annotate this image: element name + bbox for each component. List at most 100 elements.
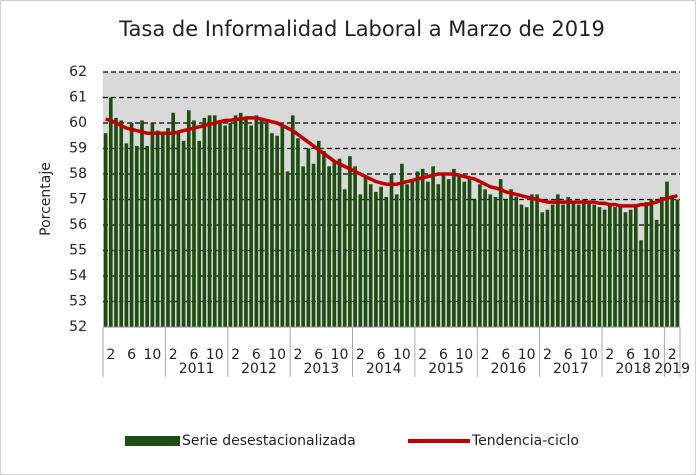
- x-tick-label: 6: [127, 347, 136, 363]
- bar: [368, 184, 373, 327]
- bar: [290, 115, 295, 327]
- bar: [223, 125, 227, 327]
- bar: [394, 194, 399, 327]
- bar: [249, 125, 253, 327]
- y-tick-label: 60: [69, 115, 87, 131]
- bar: [462, 181, 467, 327]
- x-tick-label: 2: [169, 347, 178, 363]
- bar: [478, 184, 482, 327]
- group-label: 2019: [654, 361, 690, 377]
- bar: [524, 207, 529, 327]
- x-tick-label: 10: [393, 347, 411, 363]
- bar: [134, 145, 139, 327]
- x-tick-label: 10: [455, 347, 473, 363]
- bar: [374, 191, 378, 327]
- x-tick-label: 2: [668, 347, 677, 363]
- bar: [181, 140, 186, 327]
- x-tick-label: 10: [331, 347, 349, 363]
- bar: [254, 115, 259, 327]
- x-tick-label: 2: [231, 347, 240, 363]
- bar: [457, 174, 461, 327]
- y-tick-label: 53: [69, 294, 87, 310]
- bar: [675, 199, 680, 327]
- x-tick-label: 6: [501, 347, 510, 363]
- y-axis-label: Porcentaje: [38, 162, 54, 236]
- bar: [582, 199, 586, 327]
- bar: [311, 163, 316, 327]
- bar: [327, 166, 331, 327]
- legend-label: Tendencia-ciclo: [471, 433, 579, 449]
- bar: [670, 196, 675, 327]
- x-tick-label: 6: [314, 347, 323, 363]
- bar: [400, 163, 404, 327]
- bar: [363, 176, 368, 327]
- y-tick-label: 52: [69, 319, 87, 335]
- bar: [337, 158, 342, 327]
- bar: [342, 189, 347, 327]
- bar: [426, 181, 430, 327]
- bar: [519, 204, 524, 327]
- group-label: 2011: [179, 361, 215, 377]
- bar: [467, 176, 472, 327]
- group-label: 2017: [553, 361, 589, 377]
- bar: [639, 240, 643, 327]
- bar: [389, 174, 394, 327]
- bar: [509, 189, 513, 327]
- group-label: 2016: [491, 361, 527, 377]
- bar: [618, 207, 623, 327]
- x-tick-label: 10: [206, 347, 224, 363]
- bar: [119, 120, 124, 327]
- bar: [296, 138, 300, 327]
- bar: [498, 179, 503, 327]
- chart-title: Tasa de Informalidad Laboral a Marzo de …: [118, 17, 605, 41]
- bar: [166, 128, 170, 327]
- bar: [644, 202, 649, 327]
- x-tick-label: 10: [143, 347, 161, 363]
- bar: [436, 184, 441, 327]
- bar: [275, 135, 279, 327]
- x-tick-label: 10: [642, 347, 660, 363]
- bar: [160, 133, 165, 327]
- bar: [415, 171, 420, 327]
- y-tick-label: 54: [69, 268, 87, 284]
- bar: [332, 161, 337, 327]
- bar: [592, 204, 597, 327]
- bar: [155, 130, 160, 327]
- bar: [665, 181, 669, 327]
- bar: [571, 202, 576, 327]
- bar: [613, 207, 617, 327]
- bar: [452, 168, 456, 327]
- bar: [540, 212, 545, 327]
- legend-swatch: [125, 436, 180, 446]
- bar: [576, 204, 581, 327]
- x-tick-label: 6: [190, 347, 199, 363]
- bar: [608, 204, 612, 327]
- bar: [587, 202, 591, 327]
- bar: [244, 117, 248, 328]
- bar: [441, 174, 446, 327]
- bar: [597, 207, 602, 327]
- bar: [233, 115, 238, 327]
- bar: [322, 151, 326, 327]
- bar: [103, 133, 108, 327]
- bar: [405, 184, 409, 327]
- bar: [420, 168, 425, 327]
- bar: [259, 117, 264, 328]
- bar: [410, 179, 415, 327]
- bar: [129, 123, 134, 327]
- bar: [379, 186, 383, 327]
- bar: [114, 117, 118, 328]
- bar: [628, 209, 633, 327]
- bar: [488, 194, 493, 327]
- legend-label: Serie desestacionalizada: [182, 433, 356, 449]
- bar: [124, 143, 129, 327]
- bar: [561, 204, 565, 327]
- bar: [171, 112, 175, 327]
- bar: [207, 115, 212, 327]
- bar: [530, 194, 534, 327]
- y-tick-label: 61: [69, 90, 87, 106]
- bar: [348, 156, 352, 327]
- bar: [535, 194, 539, 327]
- bar: [140, 120, 144, 327]
